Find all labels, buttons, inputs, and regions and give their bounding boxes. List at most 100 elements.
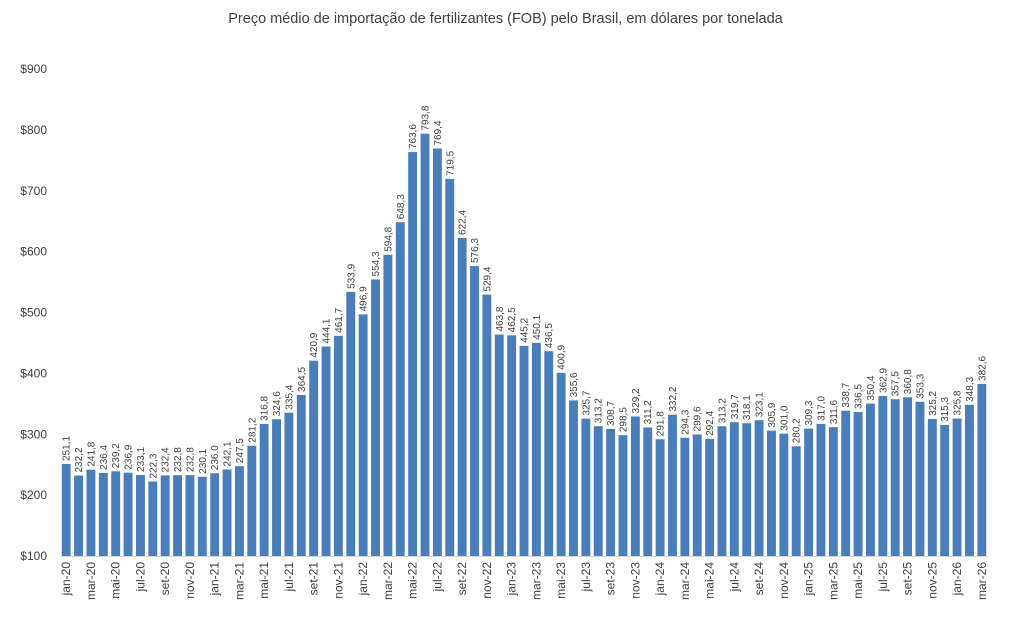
x-tick-label: mai-24	[703, 562, 717, 599]
x-tick-label: mai-23	[554, 562, 568, 599]
bar	[593, 426, 603, 556]
bar	[569, 400, 578, 556]
x-tick-label: mar-20	[84, 562, 98, 600]
data-label: 496,9	[359, 286, 370, 311]
data-label: 299,6	[693, 406, 704, 431]
x-tick-label: mar-21	[232, 562, 246, 600]
x-tick-label: jan-21	[208, 562, 222, 597]
bar	[927, 418, 937, 556]
data-label: 338,7	[841, 382, 852, 407]
bar	[173, 475, 183, 556]
bar	[779, 433, 789, 556]
data-label: 400,9	[557, 344, 568, 369]
data-label: 353,3	[915, 373, 926, 398]
bar	[507, 335, 517, 556]
data-label: 242,1	[223, 441, 234, 466]
x-tick-label: set-22	[455, 562, 469, 596]
x-tick-label: nov-24	[777, 562, 791, 599]
data-label: 529,4	[482, 266, 493, 291]
data-label: 311,2	[643, 400, 654, 425]
x-tick-label: mai-25	[851, 562, 865, 599]
data-label: 316,8	[260, 396, 271, 421]
bar	[482, 294, 492, 556]
x-tick-label: jul-25	[876, 562, 890, 593]
data-label: 230,1	[198, 448, 209, 473]
bar	[333, 335, 343, 556]
bar	[668, 414, 677, 556]
data-label: 232,8	[173, 447, 184, 472]
data-label: 222,3	[148, 453, 159, 478]
x-tick-label: jul-21	[282, 562, 296, 593]
data-label: 348,3	[965, 376, 976, 401]
x-tick-label: nov-21	[331, 562, 345, 599]
x-tick-label: jul-20	[133, 562, 147, 593]
data-label: 315,3	[940, 396, 951, 421]
bar	[940, 424, 950, 556]
x-tick-label: jan-20	[59, 562, 73, 597]
data-label: 313,2	[594, 398, 605, 423]
data-label: 362,9	[878, 367, 889, 392]
bar	[296, 394, 306, 556]
data-label: 357,5	[891, 371, 902, 396]
bar	[420, 133, 430, 557]
x-tick-label: set-24	[752, 562, 766, 596]
data-label: 533,9	[346, 263, 357, 288]
x-tick-label: mar-24	[678, 562, 692, 600]
bar	[841, 410, 851, 556]
data-label: 461,7	[334, 307, 345, 332]
data-label: 763,6	[408, 124, 419, 149]
bar	[259, 424, 269, 556]
y-tick-label: $300	[20, 427, 47, 441]
data-label: 236,0	[210, 445, 221, 470]
bar	[148, 481, 158, 556]
x-tick-label: jul-24	[727, 562, 741, 593]
x-tick-label: mai-20	[109, 562, 123, 599]
y-tick-label: $800	[20, 123, 47, 137]
bar	[544, 351, 554, 556]
bar	[878, 395, 888, 556]
data-label: 298,5	[618, 407, 629, 432]
data-label: 350,4	[866, 375, 877, 400]
data-label: 294,3	[680, 409, 691, 434]
bar	[445, 178, 455, 556]
data-label: 382,6	[977, 356, 988, 381]
bar	[395, 222, 405, 556]
data-label: 463,8	[495, 306, 506, 331]
data-label: 325,7	[581, 390, 592, 415]
bar	[804, 428, 814, 556]
data-label: 576,3	[470, 238, 481, 263]
bar	[903, 397, 913, 556]
bar	[222, 469, 232, 556]
bar	[581, 418, 591, 556]
data-label: 445,2	[520, 317, 531, 342]
data-label: 324,6	[272, 391, 283, 416]
data-label: 317,0	[816, 395, 827, 420]
y-tick-label: $500	[20, 306, 47, 320]
bar	[865, 403, 875, 556]
bar	[383, 254, 393, 556]
x-tick-label: jul-22	[430, 562, 444, 593]
data-label: 313,2	[717, 398, 728, 423]
x-tick-label: set-20	[158, 562, 172, 596]
bar	[111, 471, 121, 556]
x-tick-label: jul-23	[579, 562, 593, 593]
bar	[643, 427, 653, 556]
bar	[358, 314, 368, 556]
bar	[618, 435, 628, 556]
bar	[123, 472, 133, 556]
bar	[964, 404, 974, 556]
data-label: 232,8	[185, 447, 196, 472]
bar	[98, 472, 108, 556]
bar	[135, 474, 145, 556]
data-label: 291,8	[656, 411, 667, 436]
bar	[160, 475, 170, 556]
bar	[197, 476, 207, 556]
bar	[519, 345, 529, 556]
x-tick-label: nov-22	[480, 562, 494, 599]
bar	[705, 438, 715, 556]
bar	[952, 418, 962, 556]
bar	[457, 237, 467, 556]
bar	[655, 439, 665, 556]
data-label: 233,1	[136, 447, 147, 472]
data-label: 648,3	[396, 194, 407, 219]
